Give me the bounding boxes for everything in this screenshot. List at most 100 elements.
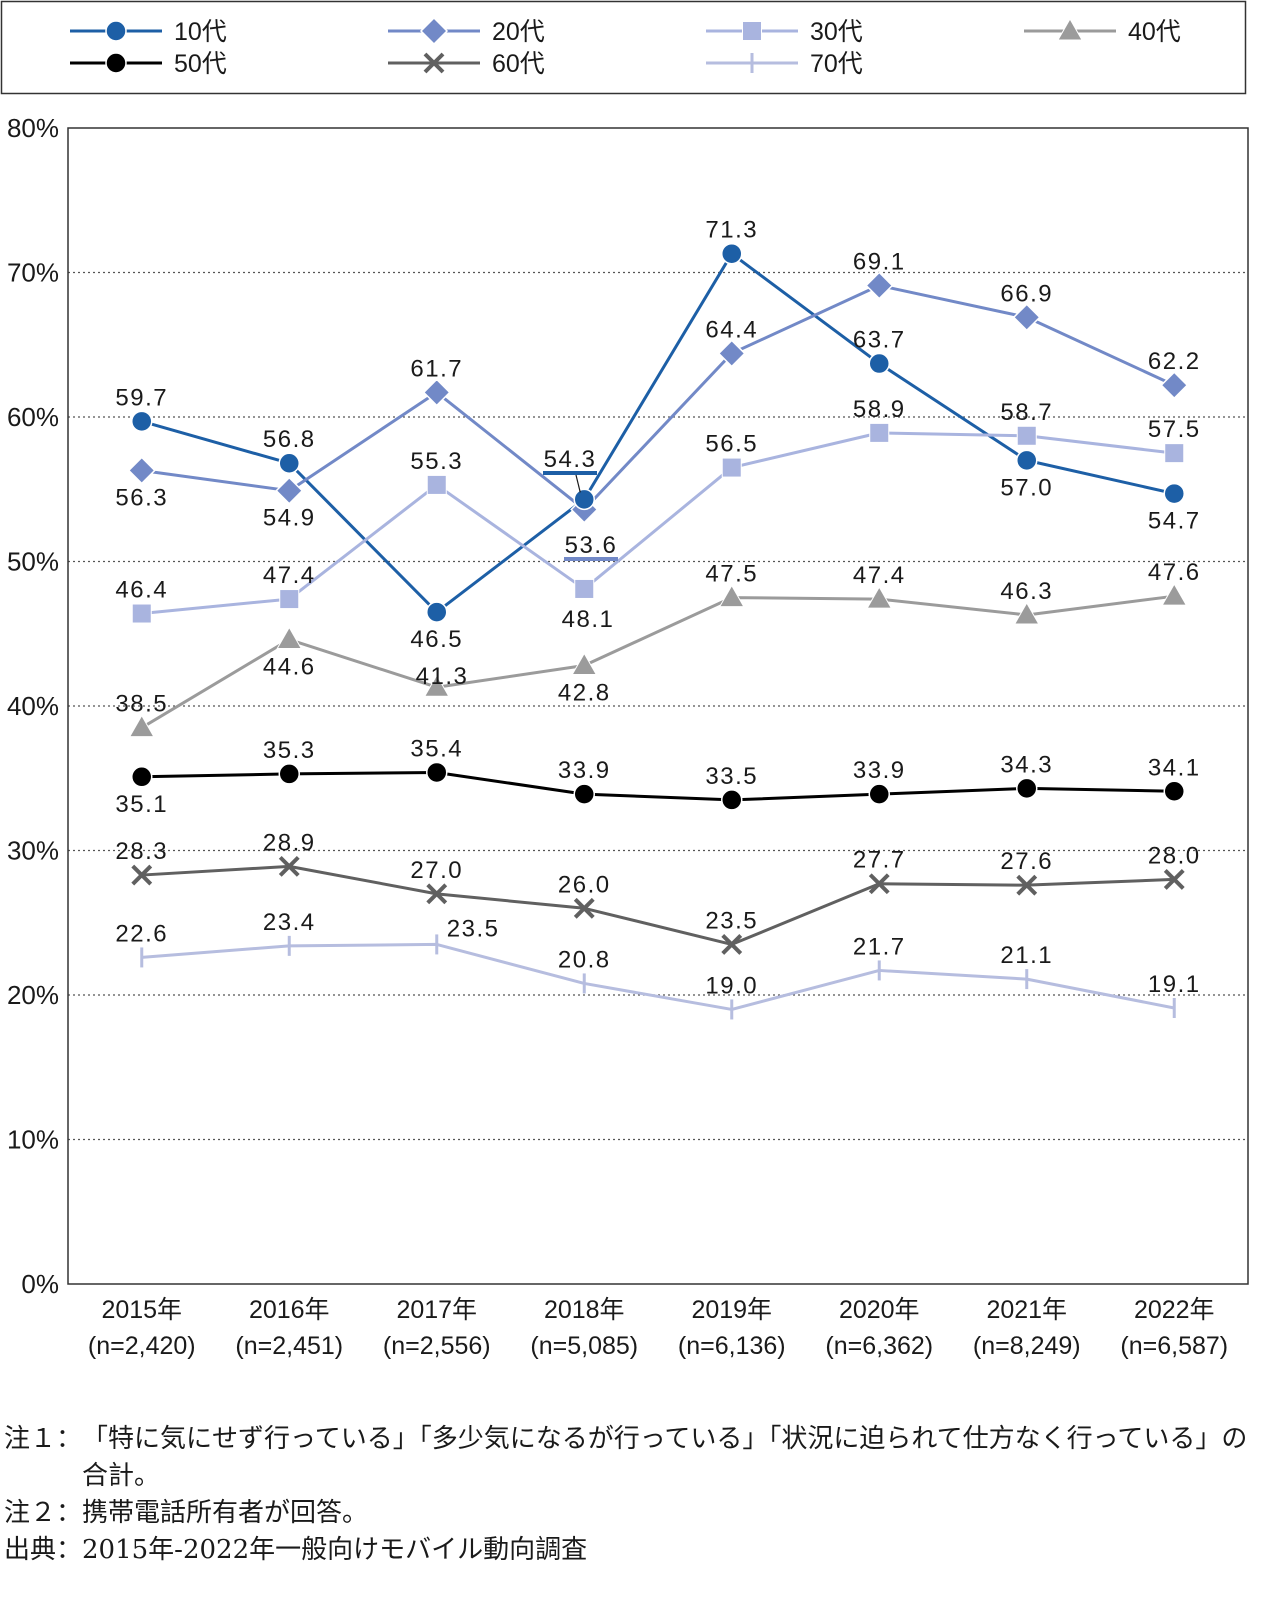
legend-marker [419,16,449,46]
data-label: 21.1 [1000,942,1053,969]
data-label: 19.1 [1148,971,1201,998]
data-label: 23.5 [705,907,758,934]
legend-marker [105,52,127,74]
data-point [131,864,153,886]
data-point [278,452,300,474]
series-line-2 [141,284,1175,511]
data-point [574,578,595,599]
data-point [131,766,153,788]
data-label: 47.4 [263,562,316,589]
x-tick-label: 2019年 [691,1296,772,1324]
data-point [1016,449,1038,472]
data-label: 55.3 [410,448,463,475]
data-label: 41.3 [416,663,469,690]
data-point [1016,874,1038,896]
data-point [868,352,890,375]
data-label: 28.3 [115,838,168,865]
data-label: 54.7 [1148,508,1201,535]
legend-item-5: 50代 [70,50,227,78]
series-line-7 [141,942,1175,1011]
note-2: 注２： 携帯電話所有者が回答。 [4,1495,1272,1532]
legend-label: 20代 [492,18,545,46]
data-label: 33.5 [705,763,758,790]
data-point [721,789,743,811]
data-label: 57.0 [1000,474,1053,501]
data-label: 27.7 [853,847,906,874]
data-label: 54.3 [544,446,597,473]
data-label: 58.7 [1000,399,1053,426]
data-label: 66.9 [1000,280,1053,307]
data-point [423,674,450,697]
source-text: 2015年-2022年一般向けモバイル動向調査 [82,1535,588,1565]
data-label: 21.7 [853,933,906,960]
note-2-label: 注２： [4,1498,83,1528]
data-point [1013,601,1040,625]
legend-label: 40代 [1128,18,1181,46]
legend-label: 50代 [174,50,227,78]
data-label: 47.6 [1148,559,1201,586]
x-tick-label: 2018年 [544,1296,625,1324]
data-point [1016,777,1038,800]
series-line-3 [141,431,1175,616]
y-tick-label: 80% [7,113,59,143]
note-1-text: 「特に気にせず行っている」「多少気になるが行っている」「状況に迫られて仕方なく行… [82,1424,1248,1491]
x-tick-n-label: (n=2,420) [88,1332,196,1360]
data-point [278,855,300,877]
data-label: 27.6 [1000,848,1053,875]
data-point [276,626,303,650]
data-label: 54.9 [263,505,316,532]
data-label: 47.5 [705,561,758,588]
x-tick-label: 2017年 [396,1296,477,1324]
legend-item-7: 70代 [706,50,863,78]
data-label: 34.1 [1148,754,1201,781]
grid [68,271,1248,1141]
data-point [717,339,746,368]
data-point [1163,780,1185,803]
legend-box [0,0,1247,95]
data-label: 22.6 [115,920,168,947]
data-label: 57.5 [1148,416,1201,443]
data-label: 47.4 [853,562,906,589]
y-tick-label: 50% [7,547,59,577]
data-point [868,873,890,895]
x-tick-n-label: (n=6,136) [678,1332,786,1360]
legend-label: 60代 [492,50,545,78]
legend-item-4: 40代 [1024,17,1181,46]
legend: 10代 20代 30代 40代 50代 60代 70代 [0,0,1247,95]
x-tick-n-label: (n=5,085) [530,1332,638,1360]
data-label: 20.8 [558,946,611,973]
series-lines [127,242,1189,1020]
data-point [131,410,153,433]
note-1-label: 注１： [4,1424,83,1454]
x-tick-n-label: (n=2,556) [383,1332,491,1360]
data-point [1164,443,1185,464]
chart-notes: 注１： 「特に気にせず行っている」「多少気になるが行っている」「状況に迫られて仕… [4,1421,1272,1569]
data-label: 27.0 [410,857,463,884]
note-2-text: 携帯電話所有者が回答。 [82,1498,369,1528]
note-1: 注１： 「特に気にせず行っている」「多少気になるが行っている」「状況に迫られて仕… [4,1421,1272,1495]
legend-label: 30代 [810,18,863,46]
data-point [1012,303,1041,332]
data-point [573,783,595,805]
legend-item-1: 10代 [70,18,227,46]
y-tick-label: 70% [7,258,59,288]
data-point [573,488,595,511]
data-point [868,783,890,805]
y-tick-label: 20% [7,980,59,1010]
data-label: 59.7 [115,384,168,411]
data-label: 56.8 [263,426,316,453]
data-point [721,934,743,955]
x-tick-n-label: (n=6,362) [825,1332,933,1360]
series-line-1 [141,252,1175,614]
data-label: 35.4 [410,735,463,762]
data-point [426,883,448,905]
y-tick-label: 40% [7,691,59,721]
data-point [1163,482,1185,505]
data-point [721,457,742,478]
data-point [1163,868,1185,890]
data-label: 38.5 [115,691,168,718]
legend-marker [423,52,445,74]
data-point [865,271,894,300]
series-line-5 [141,770,1175,802]
data-point [128,714,155,738]
